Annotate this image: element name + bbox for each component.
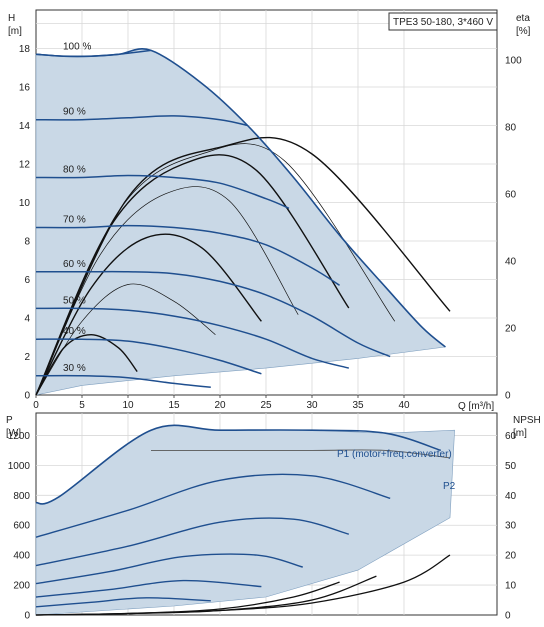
- operating-range-area: [35, 48, 447, 396]
- x-tick-label: 15: [168, 400, 180, 411]
- head-curve: [35, 115, 248, 127]
- p1-curve: [35, 424, 442, 505]
- head-curve-label: 30 %: [63, 363, 86, 374]
- max-envelope-line: [35, 48, 446, 348]
- npsh-tick-label: 40: [505, 491, 517, 502]
- power-tick-label: 200: [13, 581, 30, 592]
- head-curve-label: 90 %: [63, 107, 86, 118]
- eta-tick-label: 100: [505, 56, 522, 67]
- eta-axis-label: eta: [516, 13, 530, 24]
- y-tick-label: 10: [19, 198, 31, 209]
- eta-curve: [35, 283, 216, 396]
- head-curve-label: 80 %: [63, 164, 86, 175]
- npsh-tick-label: 10: [505, 581, 517, 592]
- head-curve-label: 60 %: [63, 259, 86, 270]
- title-box: [388, 12, 498, 31]
- eta-curve: [35, 333, 138, 396]
- power-axis-unit: [W]: [6, 428, 21, 439]
- head-efficiency-chart: 0 5 10 15 20 25 30 35 40 0 2 4 6 8 10 12 14 16 18 0 20 40 60…: [8, 9, 531, 412]
- power-tick-label: 800: [13, 491, 30, 502]
- power-axis-label: P: [6, 415, 13, 426]
- x-tick-label: 25: [260, 400, 272, 411]
- head-curve: [35, 307, 350, 369]
- power-curve: [35, 473, 391, 538]
- head-x-ticks: 0 5 10 15 20 25 30 35 40: [33, 395, 410, 411]
- y-tick-label: 2: [24, 352, 30, 363]
- head-axis-unit: [m]: [8, 26, 22, 37]
- eta-tick-label: 80: [505, 123, 517, 134]
- head-curve-label: 100 %: [63, 41, 91, 52]
- npsh-axis-unit: [m]: [513, 428, 527, 439]
- power-tick-label: 0: [24, 611, 30, 622]
- power-curves: [35, 473, 391, 608]
- npsh-tick-label: 20: [505, 551, 517, 562]
- chart-title: TPE3 50-180, 3*460 V: [393, 17, 493, 28]
- eta-tick-label: 60: [505, 190, 517, 201]
- p1-p2-curves: [35, 424, 451, 505]
- x-tick-label: 0: [33, 400, 39, 411]
- head-curve: [35, 224, 341, 286]
- npsh-tick-label: 30: [505, 521, 517, 532]
- y-tick-label: 16: [19, 83, 31, 94]
- npsh-y-ticks: 0 10 20 30 40 50 60: [505, 431, 517, 622]
- y-tick-label: 8: [24, 237, 30, 248]
- eta-curve: [35, 233, 262, 396]
- x-tick-label: 35: [352, 400, 364, 411]
- power-tick-label: 400: [13, 551, 30, 562]
- y-tick-label: 6: [24, 275, 30, 286]
- y-tick-label: 18: [19, 44, 31, 55]
- npsh-axis-label: NPSH: [513, 415, 541, 426]
- x-tick-label: 20: [214, 400, 226, 411]
- npsh-curve: [35, 581, 340, 616]
- x-tick-label: 40: [398, 400, 410, 411]
- eta-curve: [35, 143, 396, 396]
- power-curve: [35, 579, 262, 598]
- npsh-curves: [35, 554, 451, 616]
- head-curve: [35, 374, 211, 389]
- power-tick-label: 600: [13, 521, 30, 532]
- y-tick-label: 0: [24, 391, 30, 402]
- p1-annotation: P1 (motor+freq.converter): [337, 449, 452, 460]
- head-curve-label: 40 %: [63, 326, 86, 337]
- p2-annotation: P2: [443, 481, 456, 492]
- npsh-tick-label: 0: [505, 611, 511, 622]
- power-curve: [35, 597, 211, 608]
- head-curve-label: 50 %: [63, 295, 86, 306]
- head-curve-label: 70 %: [63, 215, 86, 226]
- head-curve-labels: 100 % 90 % 80 % 70 % 60 % 50 % 40 % 30 %: [63, 41, 91, 373]
- power-y-ticks: 0 200 400 600 800 1000 1200: [8, 431, 31, 622]
- head-y-ticks: 0 2 4 6 8 10 12 14 16 18: [19, 44, 31, 402]
- y-tick-label: 12: [19, 160, 31, 171]
- x-tick-label: 30: [306, 400, 318, 411]
- npsh-tick-label: 60: [505, 431, 517, 442]
- head-curves: [35, 49, 391, 389]
- eta-curve: [35, 136, 451, 396]
- p2-curve: [151, 449, 451, 459]
- efficiency-curves: [35, 136, 451, 396]
- x-tick-label: 10: [122, 400, 134, 411]
- head-axis-label: H: [8, 13, 15, 24]
- head-curve: [35, 174, 290, 209]
- power-npsh-chart: 0 200 400 600 800 1000 1200 0 10 20 30 40 50 60 P [W…: [6, 412, 541, 622]
- y-tick-label: 4: [24, 314, 30, 325]
- x-tick-label: 5: [79, 400, 85, 411]
- y-tick-label: 14: [19, 121, 31, 132]
- eta-tick-label: 0: [505, 391, 511, 402]
- power-tick-label: 1000: [8, 461, 31, 472]
- flow-axis-label: Q [m³/h]: [458, 401, 494, 412]
- power-curve: [35, 517, 349, 567]
- power-curve: [35, 553, 303, 585]
- head-curve: [36, 270, 391, 358]
- power-tick-label: 1200: [8, 431, 31, 442]
- head-curve: [35, 338, 262, 375]
- eta-tick-label: 20: [505, 324, 517, 335]
- eta-axis-unit: [%]: [516, 26, 531, 37]
- npsh-tick-label: 50: [505, 461, 517, 472]
- eta-tick-label: 40: [505, 257, 517, 268]
- eta-y-ticks: 0 20 40 60 80 100: [505, 56, 522, 402]
